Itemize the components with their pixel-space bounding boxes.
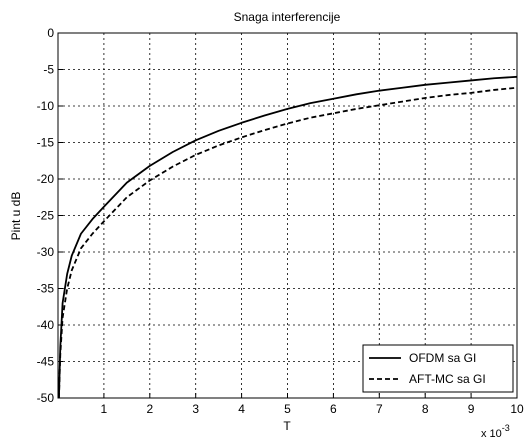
y-tick-label: -5: [43, 63, 54, 77]
y-tick-label: 0: [47, 26, 54, 40]
y-tick-label: -10: [37, 99, 55, 113]
legend-box: [362, 344, 514, 393]
x-axis-multiplier-base: x 10: [481, 428, 502, 440]
x-tick-label: 2: [146, 402, 153, 416]
chart-title: Snaga interferencije: [234, 10, 341, 24]
x-axis-label: T: [283, 419, 291, 433]
x-tick-label: 3: [192, 402, 199, 416]
y-axis-label: Pint u dB: [9, 192, 23, 241]
x-axis-multiplier-exponent: -3: [502, 423, 510, 433]
y-tick-label: -35: [37, 282, 55, 296]
y-tick-label: -25: [37, 209, 55, 223]
x-axis-multiplier: x 10-3: [481, 423, 510, 440]
x-tick-label: 1: [101, 402, 108, 416]
x-tick-label: 10: [510, 402, 524, 416]
y-tick-label: -45: [37, 355, 55, 369]
series-line-aftmc: [58, 86, 518, 399]
axis-ticks: 1 2 3 4 5 6 7 8 9 10 0 -5 -10 -15 -20 -25 -30 -35 -40 -45 -5…: [37, 26, 524, 416]
x-tick-label: 6: [330, 402, 337, 416]
legend-label-aftmc: AFT-MC sa GI: [409, 372, 486, 386]
y-tick-label: -20: [37, 172, 55, 186]
x-tick-label: 8: [422, 402, 429, 416]
x-tick-label: 9: [468, 402, 475, 416]
legend: OFDM sa GI AFT-MC sa GI: [362, 344, 514, 393]
grid-lines: [58, 33, 517, 398]
series-lines: [58, 75, 518, 399]
legend-label-ofdm: OFDM sa GI: [409, 351, 476, 365]
y-tick-label: -15: [37, 136, 55, 150]
y-tick-label: -40: [37, 318, 55, 332]
y-tick-label: -50: [37, 391, 55, 405]
x-tick-label: 7: [376, 402, 383, 416]
series-line-ofdm: [58, 75, 518, 399]
y-tick-label: -30: [37, 245, 55, 259]
x-tick-label: 4: [238, 402, 245, 416]
x-tick-label: 5: [284, 402, 291, 416]
